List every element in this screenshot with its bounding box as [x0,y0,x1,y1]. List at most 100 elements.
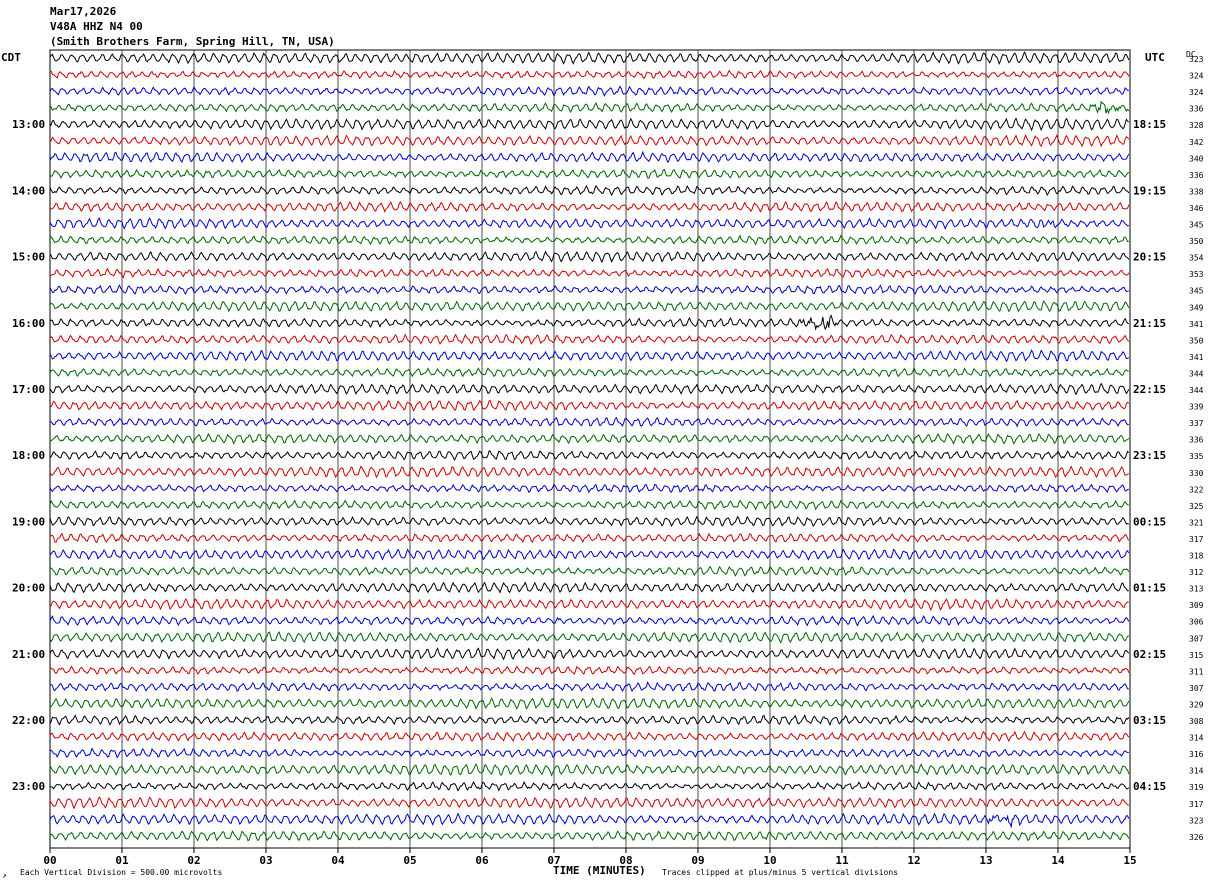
dc-offset-value: 344 [1189,369,1204,378]
dc-offset-header: DC [1186,50,1196,59]
seismic-trace [49,51,1130,66]
x-tick-label: 06 [475,854,489,867]
dc-offset-value: 337 [1189,419,1204,428]
seismic-trace [49,250,1130,264]
dc-offset-value: 354 [1189,254,1204,263]
left-hour-label: 21:00 [12,648,45,661]
dc-offset-value: 344 [1189,386,1204,395]
dc-offset-value: 353 [1189,270,1204,279]
station-location: (Smith Brothers Farm, Spring Hill, TN, U… [50,35,335,48]
dc-offset-value: 307 [1189,634,1204,643]
dc-offset-value: 316 [1189,750,1204,759]
right-hour-labels: 18:15 19:15 20:15 21:15 22:15 23:15 00:15 01:15… [1133,118,1166,793]
left-hour-labels: 13:00 14:00 15:00 16:00 17:00 18:00 19:00 20:00… [12,118,45,793]
dc-offset-value: 306 [1189,618,1204,627]
seismic-trace [49,150,1130,164]
dc-offset-value: 342 [1189,138,1204,147]
seismic-trace [49,217,1130,230]
seismic-trace [49,284,1129,295]
dc-offset-value: 322 [1189,485,1204,494]
seismic-trace [49,713,1130,727]
seismic-trace [49,168,1130,179]
dc-offset-value: 325 [1189,502,1204,511]
seismic-trace [49,747,1129,759]
dc-offset-value: 315 [1189,651,1204,660]
x-axis-ticks: 00 01 02 03 04 05 06 07 08 09 10 11 12 13 14 15 [43,848,1137,867]
seismic-trace [49,366,1129,378]
right-hour-label: 18:15 [1133,118,1166,131]
plot-date: Mar17,2026 [50,5,117,18]
left-hour-label: 20:00 [12,582,45,595]
left-timezone-label: CDT [1,51,21,64]
seismic-trace [49,349,1130,363]
dc-offset-value: 308 [1189,717,1204,726]
dc-offset-value: 345 [1189,287,1204,296]
left-hour-label: 13:00 [12,118,45,131]
x-tick-label: 01 [115,854,129,867]
dc-offset-value: 340 [1189,154,1204,163]
x-axis-title: TIME (MINUTES) [553,864,646,877]
corner-mark: ↗ [2,871,7,880]
right-hour-label: 21:15 [1133,317,1166,330]
x-tick-label: 04 [331,854,345,867]
left-hour-label: 14:00 [12,184,45,197]
x-tick-label: 00 [43,854,56,867]
seismic-trace [49,483,1129,494]
right-timezone-label: UTC [1145,51,1165,64]
seismic-trace [49,681,1129,692]
seismic-trace [49,796,1130,810]
left-hour-label: 19:00 [12,515,45,528]
right-hour-label: 01:15 [1133,582,1166,595]
seismic-trace [49,117,1130,132]
seismic-trace [49,200,1130,213]
dc-offset-value: 335 [1189,452,1204,461]
seismic-trace [49,812,1130,829]
dc-offset-value: 329 [1189,700,1204,709]
right-hour-label: 19:15 [1133,184,1166,197]
seismic-trace [49,780,1130,792]
right-hour-label: 20:15 [1133,251,1166,264]
x-tick-label: 13 [979,854,992,867]
seismic-trace [49,647,1130,661]
seismic-trace [49,614,1130,627]
seismic-trace [49,515,1130,528]
left-hour-label: 16:00 [12,317,45,330]
dc-offset-value: 324 [1189,88,1204,97]
x-tick-label: 10 [763,854,776,867]
dc-offset-value: 324 [1189,72,1204,81]
dc-offset-value: 330 [1189,469,1204,478]
seismic-trace [49,267,1130,279]
right-hour-label: 02:15 [1133,648,1166,661]
x-tick-label: 03 [259,854,272,867]
dc-offset-value: 326 [1189,833,1204,842]
x-tick-label: 14 [1051,854,1065,867]
dc-offset-value: 314 [1189,734,1204,743]
seismic-trace [49,85,1129,98]
seismic-trace [49,598,1129,612]
seismic-trace [49,548,1130,561]
seismic-trace [49,416,1129,428]
x-tick-label: 07 [547,854,560,867]
clip-note: Traces clipped at plus/minus 5 vertical … [662,868,898,877]
dc-offset-value: 312 [1189,568,1204,577]
dc-offset-value: 314 [1189,767,1204,776]
x-tick-label: 08 [619,854,632,867]
dc-offset-value: 336 [1189,105,1204,114]
seismic-trace [49,100,1130,115]
seismic-trace [49,382,1130,396]
right-hour-label: 03:15 [1133,714,1166,727]
x-tick-label: 11 [835,854,849,867]
seismic-trace [49,730,1130,743]
seismic-trace [50,69,1130,80]
dc-offset-value: 323 [1189,816,1204,825]
scale-note: Each Vertical Division = 500.00 microvol… [20,868,222,877]
x-tick-label: 15 [1123,854,1136,867]
seismic-trace [49,532,1130,544]
dc-offset-value: 313 [1189,585,1204,594]
x-tick-label: 05 [403,854,416,867]
dc-offset-value: 317 [1189,535,1204,544]
dc-offset-value: 345 [1189,221,1204,230]
plot-frame [49,49,1131,849]
right-hour-label: 04:15 [1133,780,1166,793]
